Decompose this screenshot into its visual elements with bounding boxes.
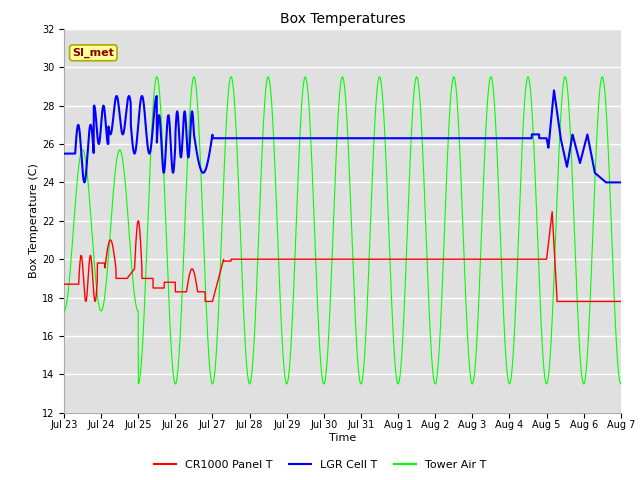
X-axis label: Time: Time — [329, 433, 356, 443]
Legend: CR1000 Panel T, LGR Cell T, Tower Air T: CR1000 Panel T, LGR Cell T, Tower Air T — [149, 456, 491, 474]
Y-axis label: Box Temperature (C): Box Temperature (C) — [29, 163, 39, 278]
Text: SI_met: SI_met — [72, 48, 114, 58]
Title: Box Temperatures: Box Temperatures — [280, 12, 405, 26]
